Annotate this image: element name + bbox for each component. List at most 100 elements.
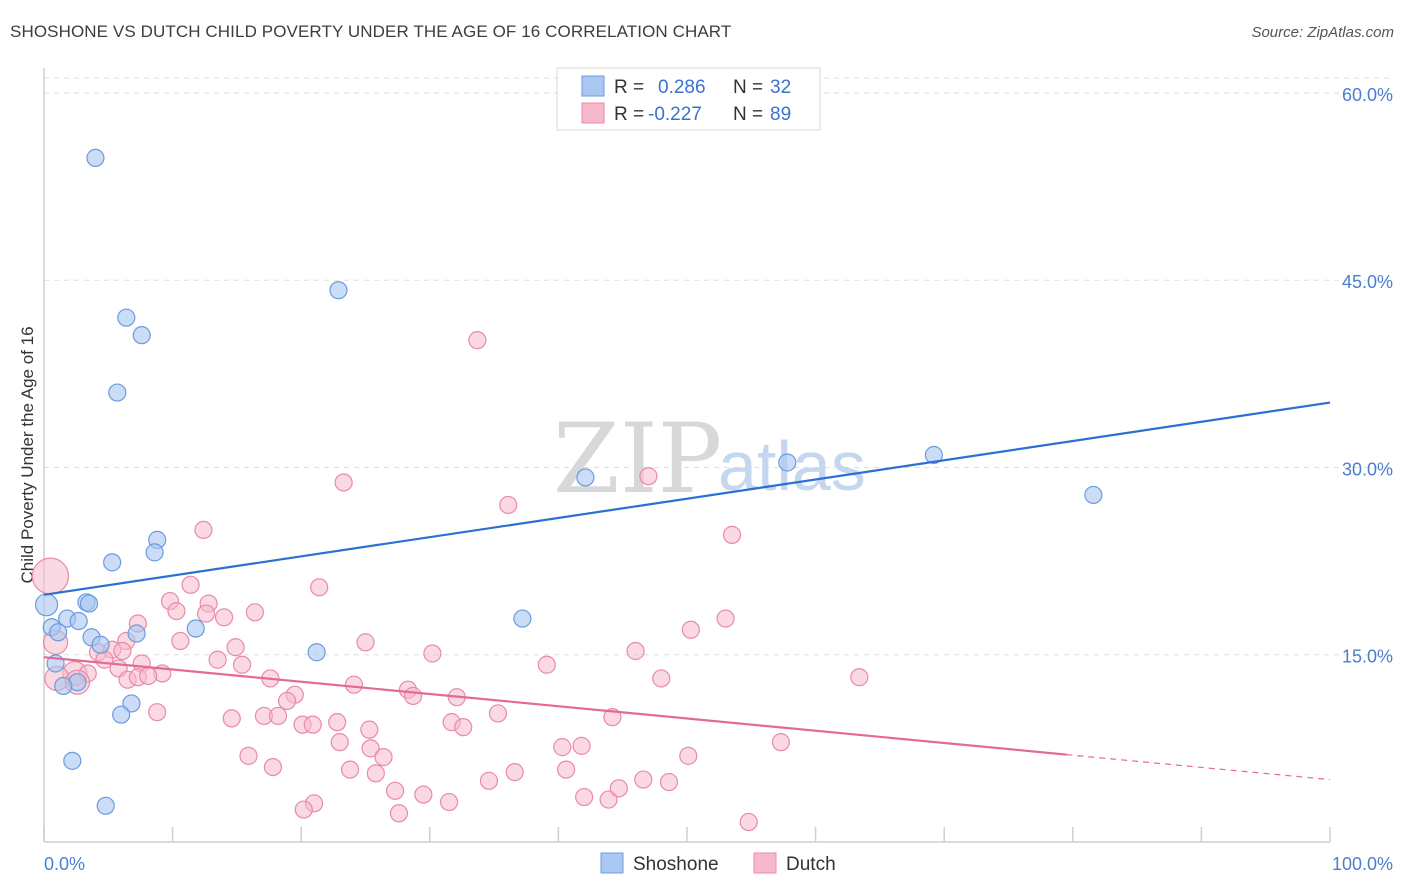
dutch-point [328,713,347,732]
watermark-zip: ZIP [553,403,722,515]
y-tick-label: 15.0% [1342,647,1393,667]
dutch-r-label: R = [614,104,644,125]
dutch-point [310,578,329,597]
dutch-point [439,792,459,812]
dutch-point [31,557,70,595]
dutch-legend-label: Dutch [786,854,836,875]
dutch-bottom-swatch [753,852,777,874]
dutch-legend-swatch [581,102,605,124]
dutch-point [423,644,442,663]
dutch-point [356,633,375,652]
y-tick-label: 60.0% [1342,85,1393,105]
shoshone-r-label: R = [614,77,644,98]
shoshone-point [329,281,348,300]
shoshone-n-value: 32 [770,77,791,98]
shoshone-point [54,676,73,696]
dutch-point [639,467,658,486]
shoshone-point [117,308,136,327]
dutch-point [468,331,487,350]
source-label: Source: ZipAtlas.com [1251,24,1394,41]
dutch-point [226,638,245,657]
dutch-point [599,790,618,809]
dutch-point [139,666,158,686]
shoshone-point [108,383,127,402]
dutch-point [572,736,591,755]
shoshone-point [576,468,595,487]
dutch-point [537,655,556,674]
chart-title: SHOSHONE VS DUTCH CHILD POVERTY UNDER TH… [10,22,732,41]
trend-lines [43,401,1331,781]
dutch-point [414,785,433,804]
dutch-point [148,703,167,722]
shoshone-trend-line [43,401,1331,596]
dutch-point [194,520,213,540]
dutch-point [171,631,190,651]
dutch-points [31,331,869,832]
dutch-point [681,620,700,639]
shoshone-point [69,611,88,631]
dutch-point [722,525,742,544]
shoshone-point [103,553,122,572]
dutch-point [340,760,360,779]
dutch-point [603,708,622,727]
shoshone-bottom-swatch [600,852,624,874]
dutch-point [113,641,132,661]
shoshone-point [91,635,110,654]
shoshone-point [112,705,131,724]
shoshone-point [307,643,326,662]
dutch-trend-extension [1066,754,1331,781]
shoshone-point [79,594,99,613]
shoshone-point [127,624,146,643]
dutch-point [679,746,698,765]
dutch-point [652,669,671,688]
dutch-point [360,720,379,739]
dutch-point [403,686,423,706]
dutch-point [850,668,869,687]
shoshone-point [186,619,205,638]
dutch-point [366,764,385,783]
dutch-point [553,738,572,757]
dutch-n-label: N = [733,104,763,125]
shoshone-point [86,148,105,167]
dutch-point [334,473,353,492]
shoshone-point [96,796,115,815]
shoshone-point [132,326,151,345]
y-tick-label: 30.0% [1342,459,1393,479]
gridlines [44,77,1393,656]
series-legend: Shoshone Dutch [600,852,836,875]
shoshone-n-label: N = [733,77,763,98]
shoshone-point [34,593,59,617]
stats-legend: R = 0.286 N = 32 R = -0.227 N = 89 [556,67,821,131]
dutch-point [268,706,288,726]
dutch-point [385,781,405,800]
dutch-point [214,608,234,627]
dutch-point [344,675,364,694]
x-tick-label-min: 0.0% [44,854,85,874]
dutch-point [659,772,679,792]
y-axis-label: Child Poverty Under the Age of 16 [18,326,37,583]
shoshone-point [145,543,164,562]
shoshone-point [49,623,68,642]
dutch-point [389,804,409,823]
dutch-point [557,760,576,779]
shoshone-point [1084,485,1103,505]
dutch-point [454,718,473,737]
dutch-point [626,641,645,661]
shoshone-point [63,751,82,770]
dutch-point [361,739,380,758]
dutch-point [739,812,758,832]
dutch-point [488,704,508,723]
dutch-point [245,603,265,622]
dutch-point [634,770,653,789]
dutch-point [716,609,735,628]
dutch-point [330,733,349,752]
dutch-point [303,715,322,734]
dutch-point [479,771,499,790]
shoshone-legend-label: Shoshone [633,854,719,875]
dutch-point [505,762,524,782]
dutch-point [575,787,594,807]
dutch-point [771,733,790,752]
shoshone-point [513,609,532,628]
x-axis-ticks [43,827,1331,842]
